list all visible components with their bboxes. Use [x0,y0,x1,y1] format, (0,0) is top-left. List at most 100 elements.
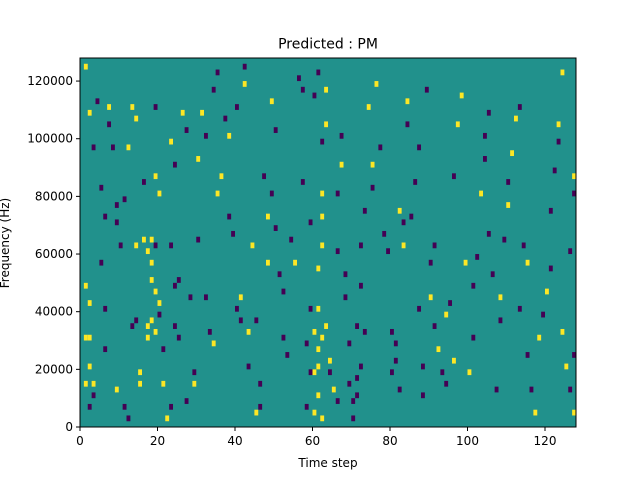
heatmap-cell [204,294,208,301]
heatmap-cell [390,328,394,335]
heatmap-cell [328,357,332,364]
heatmap-cell [506,202,511,208]
heatmap-cell [339,132,344,139]
heatmap-cell [269,190,274,197]
heatmap-cell [281,288,286,295]
heatmap-cell [355,375,360,381]
heatmap-cell [107,121,112,128]
heatmap-cell [83,282,88,289]
heatmap-cell [525,352,530,358]
heatmap-cell [184,398,189,404]
heatmap-cell [432,242,437,249]
heatmap-cell [215,190,220,197]
heatmap-cell [568,248,573,255]
heatmap-cell [122,403,127,410]
heatmap-cell [374,81,379,87]
heatmap-cell [444,311,449,318]
heatmap-cell [537,334,542,341]
heatmap-cell [114,202,119,208]
heatmap-cell [366,104,371,110]
heatmap-cell [99,184,104,191]
heatmap-cell [300,86,305,93]
heatmap-cell [343,294,348,301]
heatmap-cell [316,392,321,399]
heatmap-cell [161,346,166,353]
heatmap-cell [417,305,422,312]
heatmap-cell [339,161,344,168]
heatmap-cell [428,259,433,266]
heatmap-cell [87,109,92,116]
heatmap-cell [180,109,185,116]
heatmap-cell [517,305,522,312]
heatmap-cell [95,98,100,105]
heatmap-cell [335,248,340,255]
heatmap-cell [320,190,325,197]
heatmap-cell [169,403,174,410]
heatmap-cell [506,179,511,185]
heatmap-cell [153,328,158,335]
heatmap-cell [114,386,119,393]
heatmap-cell [510,150,515,157]
heatmap-cell [149,236,154,243]
heatmap-cell [238,317,243,324]
heatmap-cell [269,98,274,105]
heatmap-cell [424,86,429,93]
heatmap-cell [173,282,177,289]
heatmap-cell [118,242,123,249]
heatmap-cell [467,369,472,376]
heatmap-cell [347,380,352,387]
heatmap-cell [149,277,154,283]
heatmap-cell [145,334,150,341]
heatmap-cell [355,323,360,329]
heatmap-cell [219,173,224,180]
heatmap-cell [324,86,329,93]
heatmap-cell [285,352,290,358]
heatmap-cell [312,328,317,335]
plot-frame [79,57,577,428]
heatmap-cell [87,300,92,306]
heatmap-cell [502,236,507,243]
heatmap-cell [145,323,150,329]
heatmap-cell [494,386,499,393]
heatmap-cell [421,363,425,370]
heatmap-cell [130,323,135,329]
heatmap-cell [413,179,418,185]
x-tick-label: 0 [76,434,84,448]
heatmap-cell [517,104,522,110]
heatmap-cell [196,236,201,243]
heatmap-cell [347,340,352,347]
heatmap-cell [393,340,398,347]
heatmap-cell [304,403,309,410]
heatmap-cell [153,104,158,110]
heatmap-cell [548,207,553,214]
heatmap-cell [521,242,526,249]
heatmap-cell [153,242,158,249]
plot-area [80,58,576,427]
x-tick-label: 20 [150,434,165,448]
heatmap-cell [541,311,546,318]
heatmap-cell [188,294,193,301]
heatmap-cell [246,363,251,370]
x-axis-label: Time step [297,456,357,470]
heatmap-cell [176,277,181,283]
heatmap-cell [266,213,270,220]
heatmap-cell [444,380,449,387]
heatmap-cell [192,380,197,387]
x-axis-ticks: 0 20 40 60 80 100 120 [76,427,556,448]
heatmap-cell [316,346,321,353]
heatmap-cell [173,323,177,329]
heatmap-cell [238,294,243,301]
heatmap-cell [545,288,549,295]
heatmap-cell [204,132,208,139]
heatmap-cell [134,115,139,122]
heatmap-cell [227,213,232,220]
heatmap-cell [316,265,321,272]
heatmap-cell [486,109,491,116]
heatmap-cell [196,156,201,162]
heatmap-cell [161,380,166,387]
heatmap-cell [235,305,239,312]
heatmap-cell [103,213,108,220]
heatmap-cell [483,132,487,139]
heatmap-cell [308,219,313,226]
